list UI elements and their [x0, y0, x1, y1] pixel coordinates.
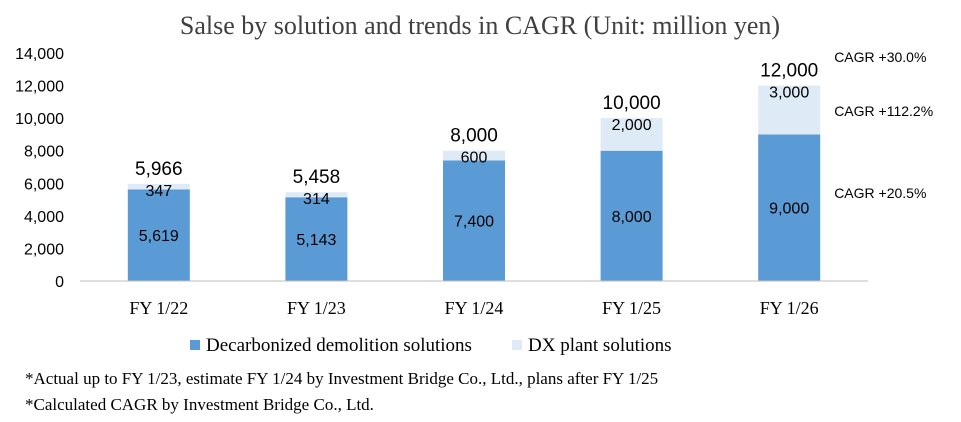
data-label-decarbonized-3: 8,000: [612, 209, 652, 226]
bar-dx-1: [285, 192, 348, 198]
bars: 5,619 347 5,966 5,143 314 5,458 7,400 600 8,000 8…: [127, 61, 821, 281]
bar-dx-3: [600, 118, 663, 151]
x-tick-label-4: FY 1/26: [760, 298, 819, 318]
cagr-annotation-1: CAGR +112.2%: [834, 103, 933, 119]
bar-decarbonized-0: [127, 189, 190, 281]
cagr-annotation-2: CAGR +20.5%: [834, 185, 926, 201]
y-tick-label-3: 6,000: [24, 176, 64, 193]
bar-decarbonized-4: [758, 134, 821, 281]
bar-decarbonized-3: [600, 150, 663, 281]
y-tick-label-7: 14,000: [15, 46, 64, 63]
data-label-dx-0: 347: [145, 183, 172, 200]
y-axis: 0 2,000 4,000 6,000 8,000 10,000 12,000 14,000: [15, 46, 64, 291]
cagr-annotations: CAGR +30.0% CAGR +112.2% CAGR +20.5%: [834, 49, 933, 201]
y-tick-label-1: 2,000: [24, 241, 64, 258]
total-label-4: 12,000: [760, 61, 818, 82]
total-label-0: 5,966: [135, 159, 183, 180]
data-label-decarbonized-4: 9,000: [769, 201, 809, 218]
bar-dx-4: [758, 85, 821, 135]
data-label-dx-3: 2,000: [612, 117, 652, 134]
x-axis: FY 1/22 FY 1/23 FY 1/24 FY 1/25 FY 1/26: [80, 280, 868, 318]
y-tick-label-0: 0: [55, 274, 64, 291]
x-tick-label-3: FY 1/25: [602, 298, 661, 318]
footnote-2: *Calculated CAGR by Investment Bridge Co…: [25, 395, 374, 414]
y-tick-label-6: 12,000: [15, 79, 64, 96]
data-label-decarbonized-2: 7,400: [454, 214, 494, 231]
y-tick-label-5: 10,000: [15, 111, 64, 128]
footnote-1: *Actual up to FY 1/23, estimate FY 1/24 …: [25, 369, 658, 388]
data-label-dx-2: 600: [461, 150, 488, 167]
x-tick-label-0: FY 1/22: [129, 298, 188, 318]
legend: Decarbonized demolition solutions DX pla…: [190, 335, 672, 356]
data-label-decarbonized-0: 5,619: [139, 228, 179, 245]
legend-swatch-dx: [512, 340, 522, 350]
total-label-2: 8,000: [450, 126, 498, 147]
total-label-3: 10,000: [603, 93, 661, 114]
bar-dx-0: [127, 183, 190, 190]
y-tick-label-4: 8,000: [24, 144, 64, 161]
data-label-dx-1: 314: [303, 191, 330, 208]
data-label-decarbonized-1: 5,143: [296, 232, 336, 249]
legend-label-dx: DX plant solutions: [528, 335, 672, 356]
x-tick-label-2: FY 1/24: [445, 298, 504, 318]
x-tick-label-1: FY 1/23: [287, 298, 346, 318]
y-tick-label-2: 4,000: [24, 209, 64, 226]
total-label-1: 5,458: [293, 167, 341, 188]
data-label-dx-4: 3,000: [769, 85, 809, 102]
legend-label-decarbonized: Decarbonized demolition solutions: [206, 335, 472, 356]
bar-decarbonized-1: [285, 197, 348, 281]
bar-decarbonized-2: [443, 160, 505, 281]
legend-swatch-decarbonized: [190, 340, 200, 350]
cagr-annotation-0: CAGR +30.0%: [834, 49, 926, 65]
bar-dx-2: [443, 150, 505, 161]
chart-title: Salse by solution and trends in CAGR (Un…: [180, 11, 780, 40]
